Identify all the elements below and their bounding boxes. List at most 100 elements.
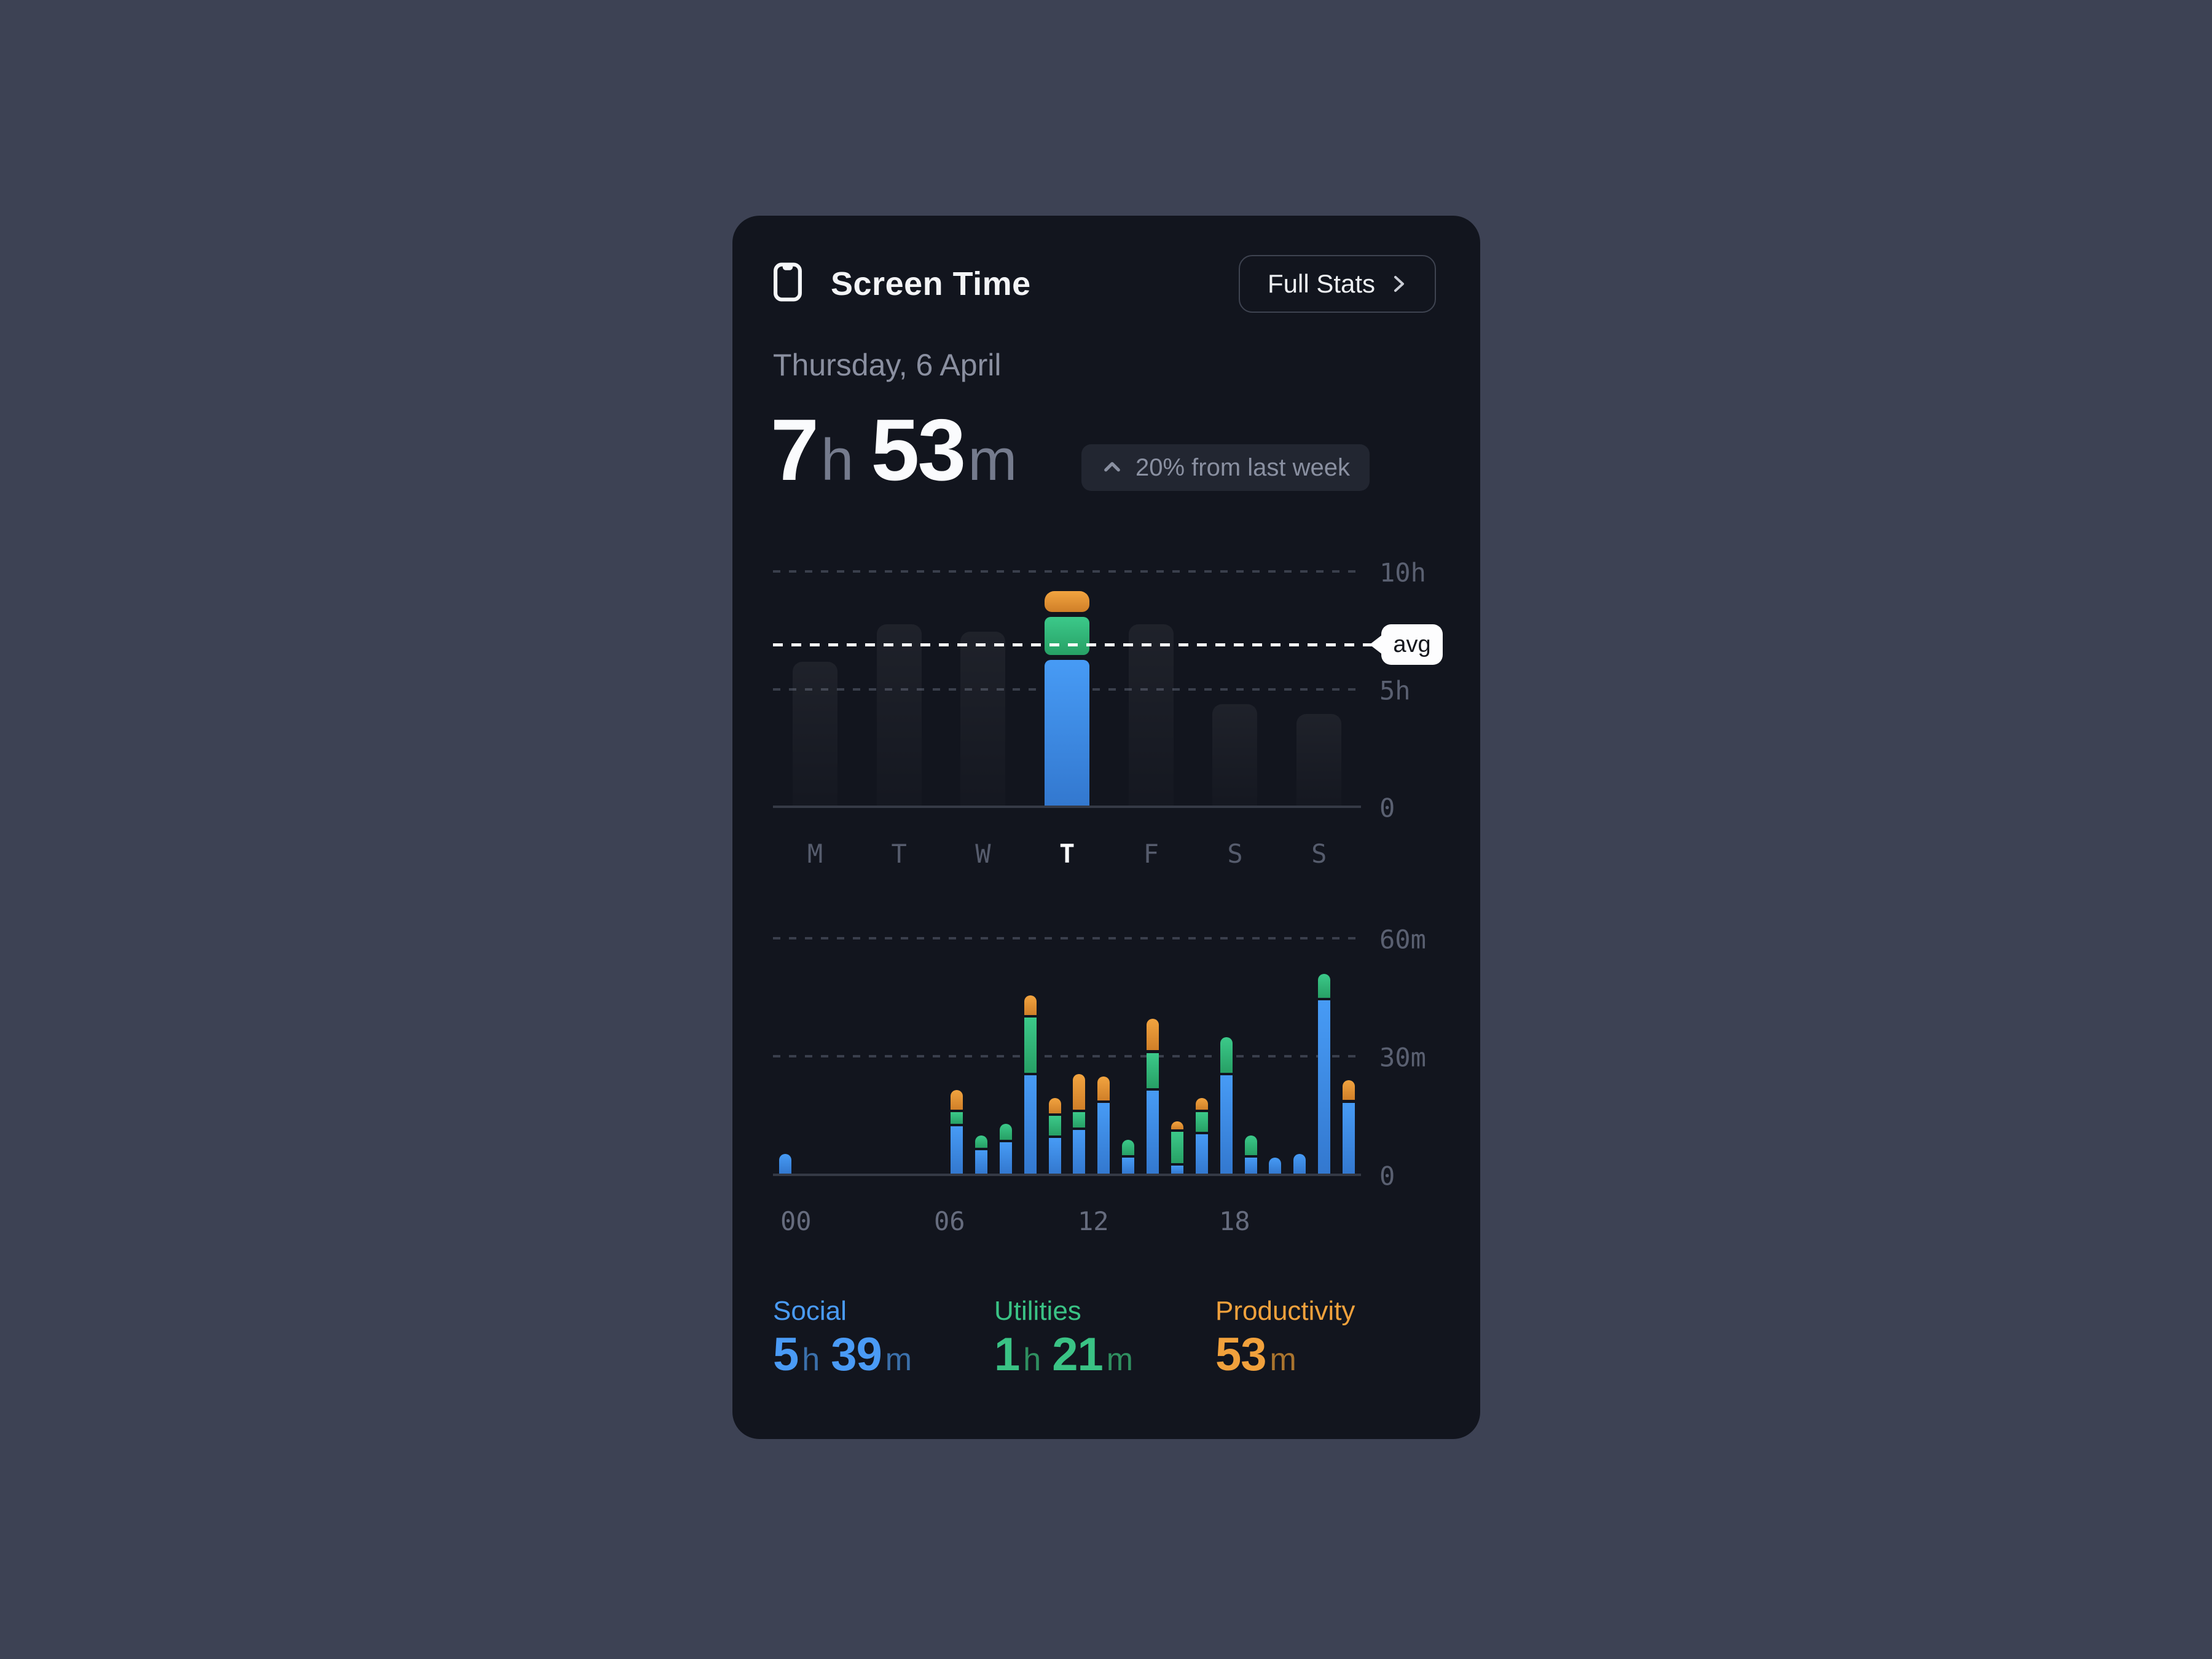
weekly-bar-0[interactable] [792, 662, 837, 806]
hourly-baseline [773, 1174, 1361, 1176]
hourly-bar-11-social-segment[interactable] [1048, 1138, 1061, 1174]
weekly-bar-4[interactable] [1128, 624, 1174, 806]
summary-label-utilities: Utilities [994, 1296, 1081, 1326]
hourly-bar-20-social-segment[interactable] [1269, 1158, 1282, 1174]
trend-badge: 20% from last week [1081, 444, 1370, 491]
phone-icon [773, 261, 802, 303]
total-minutes-unit: m [968, 427, 1017, 493]
weekly-ytick-10h: 10h [1379, 557, 1426, 588]
hourly-bar-10-utilities-segment[interactable] [1024, 1017, 1037, 1073]
hourly-bar-15-utilities-segment[interactable] [1147, 1053, 1159, 1089]
hourly-bar-17-utilities-segment[interactable] [1195, 1112, 1208, 1132]
summary-label-social: Social [773, 1296, 847, 1326]
hourly-gridline-30m [773, 1055, 1361, 1057]
hourly-bar-19-utilities-segment[interactable] [1244, 1135, 1257, 1156]
full-stats-label: Full Stats [1267, 269, 1376, 298]
total-hours: 7 [771, 401, 819, 499]
summary-value-number: 1 [994, 1328, 1020, 1381]
hourly-bar-21-social-segment[interactable] [1293, 1153, 1306, 1174]
hourly-ytick-30m: 30m [1379, 1042, 1426, 1073]
summary-value-unit: m [885, 1342, 912, 1378]
weekly-day-label-4: F [1143, 839, 1159, 869]
hourly-xtick-18: 18 [1219, 1206, 1250, 1236]
hourly-bar-17-productivity-segment[interactable] [1195, 1097, 1208, 1110]
summary-value-unit: m [1106, 1342, 1134, 1378]
hourly-bar-12-productivity-segment[interactable] [1073, 1074, 1086, 1110]
hourly-bar-11-utilities-segment[interactable] [1048, 1116, 1061, 1136]
hourly-bar-14-social-segment[interactable] [1122, 1158, 1135, 1174]
hourly-bar-10-social-segment[interactable] [1024, 1075, 1037, 1174]
weekly-day-label-2: W [975, 839, 991, 869]
hourly-xtick-06: 06 [934, 1206, 965, 1236]
summary-value-number: 21 [1052, 1328, 1104, 1381]
hourly-bar-16-productivity-segment[interactable] [1171, 1121, 1183, 1129]
hourly-bar-22-social-segment[interactable] [1318, 1000, 1331, 1174]
hourly-bar-12-social-segment[interactable] [1073, 1130, 1086, 1174]
hourly-bar-16-social-segment[interactable] [1171, 1166, 1183, 1174]
weekly-day-label-0: M [807, 839, 823, 869]
weekly-day-label-5: S [1227, 839, 1243, 869]
hourly-bar-13-productivity-segment[interactable] [1097, 1077, 1110, 1100]
weekly-bar-thursday-social-segment[interactable] [1045, 659, 1089, 806]
hourly-bar-7-social-segment[interactable] [951, 1126, 963, 1174]
hourly-bar-15-productivity-segment[interactable] [1147, 1019, 1159, 1051]
summary-value-productivity: 53 m [1215, 1328, 1308, 1381]
trend-text: 20% from last week [1135, 453, 1351, 481]
summary-value-unit: m [1269, 1342, 1296, 1378]
summary-value-number: 39 [831, 1328, 882, 1381]
total-screen-time: 7 h 53 m [771, 400, 1017, 501]
hourly-bar-8-utilities-segment[interactable] [975, 1135, 987, 1148]
hourly-xtick-00: 00 [780, 1206, 812, 1236]
hourly-bar-9-utilities-segment[interactable] [999, 1124, 1012, 1140]
average-label: avg [1393, 631, 1431, 657]
hourly-bar-7-utilities-segment[interactable] [951, 1112, 963, 1124]
weekly-day-label-3: T [1059, 839, 1075, 869]
hourly-ytick-60m: 60m [1379, 924, 1426, 955]
hourly-bar-15-social-segment[interactable] [1147, 1091, 1159, 1174]
weekly-ytick-5h: 5h [1379, 675, 1411, 706]
weekly-ytick-0: 0 [1379, 793, 1395, 823]
total-hours-unit: h [820, 427, 853, 493]
total-minutes: 53 [871, 401, 966, 499]
full-stats-button[interactable]: Full Stats [1239, 255, 1436, 313]
hourly-bar-11-productivity-segment[interactable] [1048, 1097, 1061, 1114]
weekly-bar-1[interactable] [876, 624, 922, 806]
weekly-bar-6[interactable] [1296, 713, 1342, 806]
hourly-gridline-60m [773, 937, 1361, 939]
hourly-bar-13-social-segment[interactable] [1097, 1102, 1110, 1174]
summary-value-utilities: 1 h 21 m [994, 1328, 1144, 1381]
hourly-bar-19-social-segment[interactable] [1244, 1158, 1257, 1174]
hourly-bar-14-utilities-segment[interactable] [1122, 1139, 1135, 1156]
hourly-bar-7-productivity-segment[interactable] [951, 1089, 963, 1110]
summary-value-social: 5 h 39 m [773, 1328, 923, 1381]
hourly-bar-22-utilities-segment[interactable] [1318, 974, 1331, 998]
hourly-bar-0-social-segment[interactable] [779, 1153, 791, 1174]
average-bubble-tail [1370, 634, 1383, 655]
hourly-ytick-0: 0 [1379, 1161, 1395, 1191]
summary-value-unit: h [802, 1342, 820, 1378]
hourly-bar-18-utilities-segment[interactable] [1220, 1037, 1233, 1073]
hourly-bar-18-social-segment[interactable] [1220, 1075, 1233, 1174]
weekly-bar-2[interactable] [960, 631, 1006, 806]
hourly-bar-16-utilities-segment[interactable] [1171, 1131, 1183, 1164]
chevron-right-icon [1394, 276, 1405, 292]
summary-label-productivity: Productivity [1215, 1296, 1355, 1326]
hourly-bar-10-productivity-segment[interactable] [1024, 995, 1037, 1015]
hourly-bar-23-productivity-segment[interactable] [1343, 1080, 1355, 1100]
hourly-bar-8-social-segment[interactable] [975, 1150, 987, 1174]
weekly-bar-thursday-utilities-segment[interactable] [1045, 617, 1089, 655]
hourly-bar-9-social-segment[interactable] [999, 1142, 1012, 1174]
summary-value-unit: h [1023, 1342, 1041, 1378]
average-label-bubble: avg [1370, 624, 1443, 665]
hourly-bar-17-social-segment[interactable] [1195, 1134, 1208, 1174]
weekly-day-label-6: S [1311, 839, 1327, 869]
chevron-up-icon [1104, 462, 1120, 472]
weekly-bar-5[interactable] [1212, 704, 1258, 806]
date-label: Thursday, 6 April [773, 348, 1002, 382]
summary-value-number: 5 [773, 1328, 799, 1381]
page-title: Screen Time [831, 265, 1031, 302]
weekly-bar-thursday-productivity-segment[interactable] [1045, 590, 1089, 613]
hourly-bar-23-social-segment[interactable] [1343, 1102, 1355, 1174]
hourly-bar-12-utilities-segment[interactable] [1073, 1112, 1086, 1128]
